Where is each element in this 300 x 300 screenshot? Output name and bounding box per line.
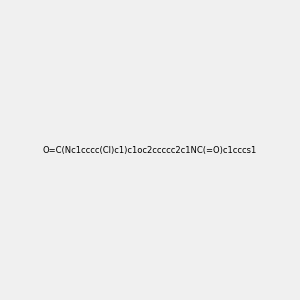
Text: O=C(Nc1cccc(Cl)c1)c1oc2ccccc2c1NC(=O)c1cccs1: O=C(Nc1cccc(Cl)c1)c1oc2ccccc2c1NC(=O)c1c… xyxy=(43,146,257,154)
